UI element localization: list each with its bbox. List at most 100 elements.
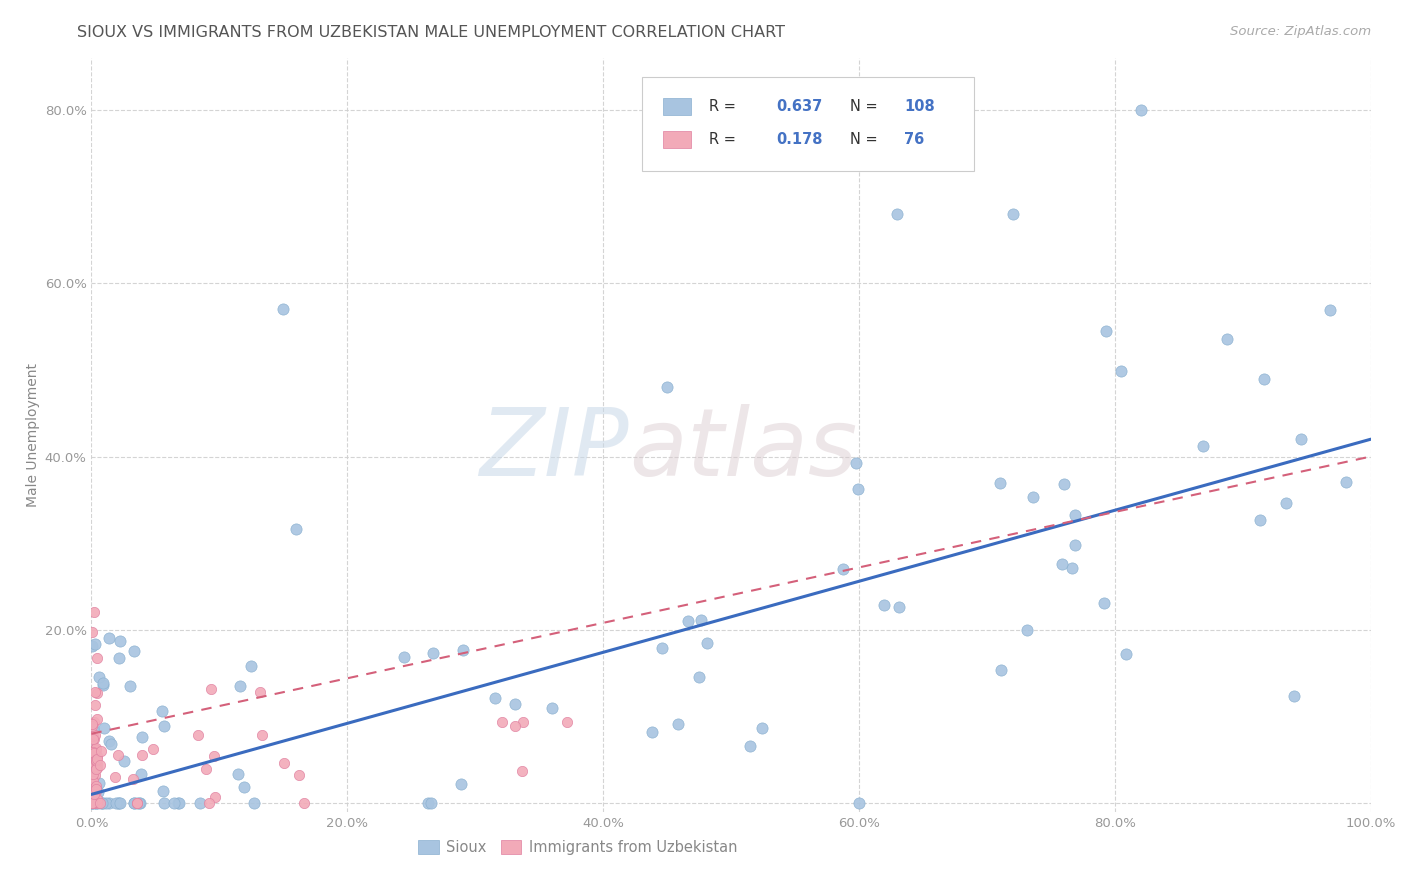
Point bbox=[84, 741, 107, 756]
Point bbox=[84, 784, 107, 798]
Point bbox=[90, 744, 112, 758]
Point bbox=[83, 606, 105, 620]
Point bbox=[108, 796, 131, 810]
Point bbox=[510, 764, 533, 778]
Point bbox=[84, 637, 107, 651]
Point bbox=[84, 742, 107, 756]
Point bbox=[200, 681, 222, 696]
Point bbox=[240, 659, 263, 673]
Point bbox=[87, 670, 110, 684]
Point bbox=[112, 754, 135, 768]
Point bbox=[1062, 560, 1084, 574]
Point bbox=[82, 766, 104, 780]
Point bbox=[229, 679, 252, 693]
Text: N =: N = bbox=[851, 132, 877, 147]
Point bbox=[416, 796, 439, 810]
Point bbox=[103, 770, 125, 784]
Point bbox=[167, 796, 190, 810]
Point bbox=[1053, 477, 1076, 491]
Point bbox=[86, 651, 108, 665]
Point bbox=[83, 795, 105, 809]
Point bbox=[886, 207, 908, 221]
Point bbox=[83, 780, 105, 795]
Point bbox=[83, 787, 105, 801]
Point bbox=[93, 721, 115, 735]
Point bbox=[97, 631, 120, 645]
Point bbox=[86, 712, 108, 726]
Point bbox=[84, 698, 107, 712]
Point bbox=[128, 796, 150, 810]
Point bbox=[80, 625, 103, 640]
Point bbox=[287, 768, 309, 782]
Point bbox=[271, 302, 295, 317]
Point bbox=[1249, 513, 1271, 527]
Point bbox=[512, 714, 534, 729]
Point bbox=[86, 793, 108, 807]
FancyBboxPatch shape bbox=[641, 77, 974, 171]
Point bbox=[84, 741, 107, 756]
Point bbox=[1095, 324, 1118, 338]
Point bbox=[86, 782, 108, 797]
Point bbox=[80, 770, 103, 784]
Point bbox=[1092, 596, 1115, 610]
Point bbox=[84, 785, 107, 799]
Point bbox=[696, 636, 718, 650]
Point bbox=[142, 742, 165, 756]
FancyBboxPatch shape bbox=[664, 98, 692, 114]
Point bbox=[678, 614, 700, 628]
Point bbox=[84, 762, 107, 776]
Legend: Sioux, Immigrants from Uzbekistan: Sioux, Immigrants from Uzbekistan bbox=[412, 834, 742, 861]
Point bbox=[1191, 439, 1213, 453]
Point bbox=[738, 739, 761, 754]
Point bbox=[131, 730, 153, 744]
Point bbox=[990, 663, 1012, 677]
Text: R =: R = bbox=[710, 132, 737, 147]
Point bbox=[1129, 103, 1152, 117]
Point bbox=[190, 796, 212, 810]
Point bbox=[82, 796, 104, 810]
Point bbox=[86, 761, 108, 775]
Point bbox=[503, 718, 526, 732]
Point bbox=[194, 762, 217, 776]
Point bbox=[84, 755, 107, 769]
Point bbox=[420, 796, 443, 810]
Point bbox=[1319, 303, 1341, 318]
Point bbox=[249, 685, 271, 699]
Point bbox=[84, 742, 107, 756]
Text: 0.637: 0.637 bbox=[776, 99, 823, 113]
Point bbox=[82, 796, 104, 810]
Point bbox=[453, 642, 475, 657]
Text: R =: R = bbox=[710, 99, 737, 113]
Point bbox=[87, 785, 110, 799]
Point bbox=[204, 789, 226, 804]
Point bbox=[82, 746, 104, 760]
Point bbox=[128, 796, 150, 810]
Point bbox=[1022, 490, 1045, 504]
Point bbox=[82, 796, 104, 810]
Point bbox=[848, 796, 870, 810]
Point bbox=[167, 796, 190, 810]
Point bbox=[124, 796, 146, 810]
Point bbox=[84, 768, 107, 782]
Point bbox=[988, 475, 1011, 490]
Point bbox=[127, 796, 149, 810]
Point bbox=[90, 796, 112, 810]
Point bbox=[84, 758, 107, 772]
Point bbox=[394, 650, 416, 665]
Point bbox=[86, 795, 108, 809]
Point bbox=[80, 639, 103, 653]
Point bbox=[82, 774, 104, 789]
Point bbox=[86, 748, 108, 763]
Point bbox=[152, 796, 174, 810]
Point bbox=[83, 684, 105, 698]
Point bbox=[655, 380, 678, 394]
Point bbox=[491, 714, 513, 729]
Point bbox=[1216, 332, 1239, 346]
Point bbox=[83, 746, 105, 760]
Point bbox=[163, 796, 186, 810]
Point bbox=[666, 716, 689, 731]
Point bbox=[80, 790, 103, 805]
Point bbox=[889, 599, 911, 614]
Point bbox=[89, 796, 111, 810]
Text: atlas: atlas bbox=[628, 404, 858, 495]
